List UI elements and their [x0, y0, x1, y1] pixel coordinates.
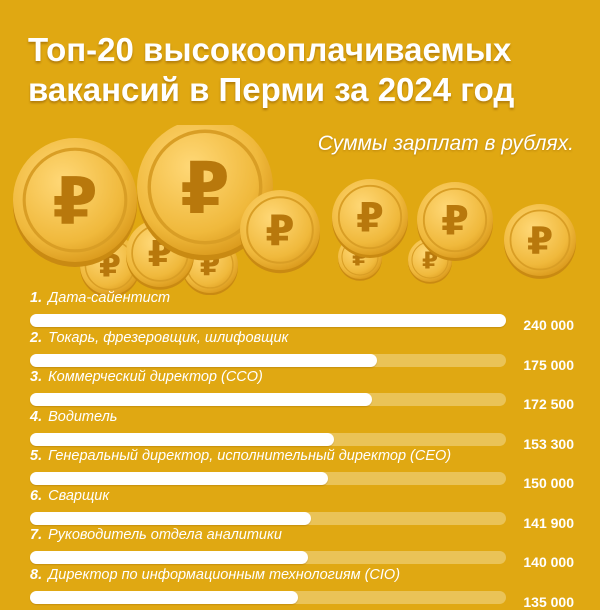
bar-label: 3. Коммерческий директор (CCO): [30, 369, 263, 385]
bar-label: 1. Дата-сайентист: [30, 290, 170, 306]
ruble-coin: ₽: [137, 125, 273, 261]
bar-track: [30, 590, 506, 604]
category-label: Дата-сайентист: [48, 290, 171, 306]
rank-number: 6.: [30, 487, 43, 504]
bar-track: [30, 314, 506, 327]
rank-number: 3.: [30, 369, 43, 385]
bar-row: 7. Руководитель отдела аналитики 140 000: [0, 527, 600, 570]
bar-row: 3. Коммерческий директор (CCO) 172 500: [0, 369, 600, 412]
bar: [30, 314, 506, 327]
value-label: 240 000: [523, 317, 574, 333]
ruble-symbol: ₽: [422, 248, 438, 274]
rank-number: 7.: [30, 527, 43, 543]
bar-label: 2. Токарь, фрезеровщик, шлифовщик: [30, 330, 288, 346]
ruble-coin: ₽: [332, 179, 408, 259]
bar-track: [30, 511, 506, 525]
ruble-symbol: ₽: [180, 147, 230, 230]
value-label: 175 000: [523, 356, 574, 373]
category-label: Генеральный директор, исполнительный дир…: [48, 448, 452, 464]
page-title: Топ-20 высокооплачиваемых вакансий в Пер…: [28, 30, 588, 110]
ruble-symbol: ₽: [356, 195, 384, 241]
bar: [30, 551, 308, 564]
category-label: Водитель: [48, 408, 118, 425]
title-line-1: Топ-20 высокооплачиваемых: [28, 31, 512, 68]
bar-label: 5. Генеральный директор, исполнительный д…: [30, 448, 451, 464]
bar: [30, 353, 377, 367]
bar: [30, 393, 372, 406]
bar-track: [30, 353, 506, 367]
rank-number: 2.: [30, 329, 43, 346]
value-label: 141 900: [523, 514, 574, 531]
bar: [30, 472, 328, 485]
rank-number: 1.: [30, 290, 43, 306]
bar-label: 4. Водитель: [30, 409, 117, 425]
title-line-2: вакансий в Перми за 2024 год: [28, 71, 515, 108]
ruble-symbol: ₽: [441, 198, 469, 244]
ruble-coin: ₽: [240, 190, 320, 274]
bar-track: [30, 393, 506, 406]
ruble-coin: ₽: [504, 204, 576, 279]
bar-row: 4. Водитель 153 300: [0, 409, 600, 452]
bar-track: [30, 551, 506, 564]
value-label: 153 300: [523, 435, 574, 452]
bar-row: 1. Дата-сайентист 240 000: [0, 290, 600, 333]
ruble-coin: ₽: [417, 182, 493, 262]
value-label: 150 000: [523, 475, 574, 491]
value-label: 135 000: [523, 593, 574, 610]
bar-track: [30, 472, 506, 485]
category-label: Токарь, фрезеровщик, шлифовщик: [48, 329, 289, 346]
value-label: 140 000: [523, 554, 574, 570]
bar: [30, 590, 298, 604]
bar-track: [30, 432, 506, 446]
category-label: Сварщик: [48, 487, 110, 504]
ruble-symbol: ₽: [527, 219, 553, 263]
category-label: Директор по информационным технологиям (…: [48, 566, 401, 583]
value-label: 172 500: [523, 396, 574, 412]
bar-row: 8. Директор по информационным технологиям…: [0, 567, 600, 610]
bar-label: 7. Руководитель отдела аналитики: [30, 527, 282, 543]
bar-label: 6. Сварщик: [30, 488, 109, 504]
category-label: Коммерческий директор (CCO): [48, 369, 263, 385]
bar: [30, 511, 311, 525]
rank-number: 4.: [30, 408, 43, 425]
ruble-coin: ₽: [13, 138, 137, 267]
ruble-coins-illustration: ₽₽ ₽ ₽ ₽₽ ₽₽ ₽ ₽ ₽: [13, 125, 576, 295]
bar-row: 6. Сварщик 141 900: [0, 488, 600, 531]
subtitle: Суммы зарплат в рублях.: [317, 132, 574, 155]
ruble-symbol: ₽: [265, 206, 294, 255]
bar-row: 2. Токарь, фрезеровщик, шлифовщик 175 000: [0, 330, 600, 373]
bar-label: 8. Директор по информационным технологиям…: [30, 567, 400, 583]
rank-number: 8.: [30, 566, 43, 583]
ruble-symbol: ₽: [52, 165, 97, 240]
bar: [30, 432, 334, 446]
bar-row: 5. Генеральный директор, исполнительный д…: [0, 448, 600, 491]
rank-number: 5.: [30, 448, 43, 464]
category-label: Руководитель отдела аналитики: [48, 527, 282, 543]
